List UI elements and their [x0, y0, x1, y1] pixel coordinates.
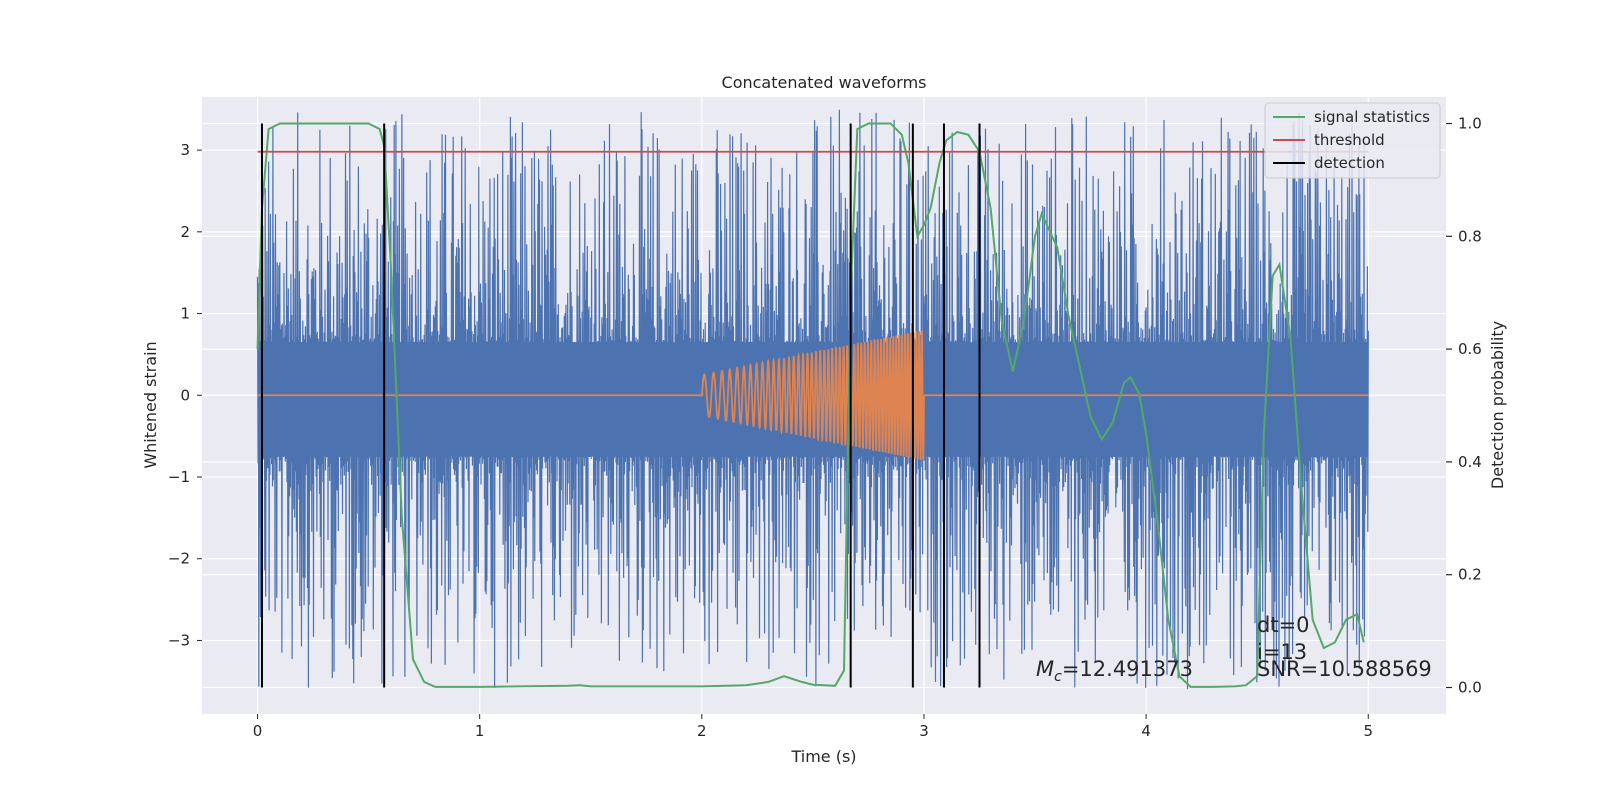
x-tick-label: 1	[475, 722, 485, 740]
y2-axis-title: Detection probability	[1488, 321, 1507, 489]
plot-series	[256, 109, 1369, 690]
legend-label-detection: detection	[1314, 154, 1385, 172]
y-tick-label: 1	[180, 305, 190, 323]
legend: signal statistics threshold detection	[1264, 102, 1441, 179]
x-tick-label: 4	[1141, 722, 1151, 740]
axes: 0 1 2 3 4 5 −3 −2 −1 0 1 2 3 0.0 0.2 0.4 0.6 0.8 1.0	[168, 115, 1482, 740]
y-tick-label: −2	[168, 550, 190, 568]
y-tick-label: 0	[180, 386, 190, 404]
legend-label-signal-statistics: signal statistics	[1314, 108, 1430, 126]
i-annotation: i=13	[1257, 640, 1307, 664]
x-axis-title: Time (s)	[790, 747, 856, 766]
x-tick-label: 0	[253, 722, 263, 740]
injection-waveform-line	[257, 330, 1369, 461]
legend-label-threshold: threshold	[1314, 131, 1385, 149]
y2-tick-label: 0.6	[1458, 340, 1482, 358]
y2-tick-label: 1.0	[1458, 115, 1482, 133]
y2-tick-label: 0.2	[1458, 566, 1482, 584]
snr-annotation: SNR=10.588569	[1257, 657, 1432, 681]
y-tick-label: 2	[180, 223, 190, 241]
chirp-mass-annotation: Mc=12.491373	[1036, 657, 1193, 685]
legend-box	[1264, 102, 1441, 179]
chart-title: Concatenated waveforms	[722, 73, 927, 92]
y-tick-label: 3	[180, 141, 190, 159]
y2-tick-label: 0.0	[1458, 678, 1482, 696]
x-tick-label: 3	[919, 722, 929, 740]
x-tick-label: 2	[697, 722, 707, 740]
dt-annotation: dt=0	[1257, 613, 1310, 637]
y2-tick-label: 0.8	[1458, 227, 1482, 245]
y-tick-label: −1	[168, 468, 190, 486]
annotations: Mc=12.491373 dt=0 i=13 SNR=10.588569	[1036, 613, 1432, 685]
x-tick-label: 5	[1363, 722, 1373, 740]
y2-tick-label: 0.4	[1458, 453, 1482, 471]
y-tick-label: −3	[168, 631, 190, 649]
y-axis-title: Whitened strain	[141, 341, 160, 468]
signal-statistics-line	[256, 122, 1365, 688]
